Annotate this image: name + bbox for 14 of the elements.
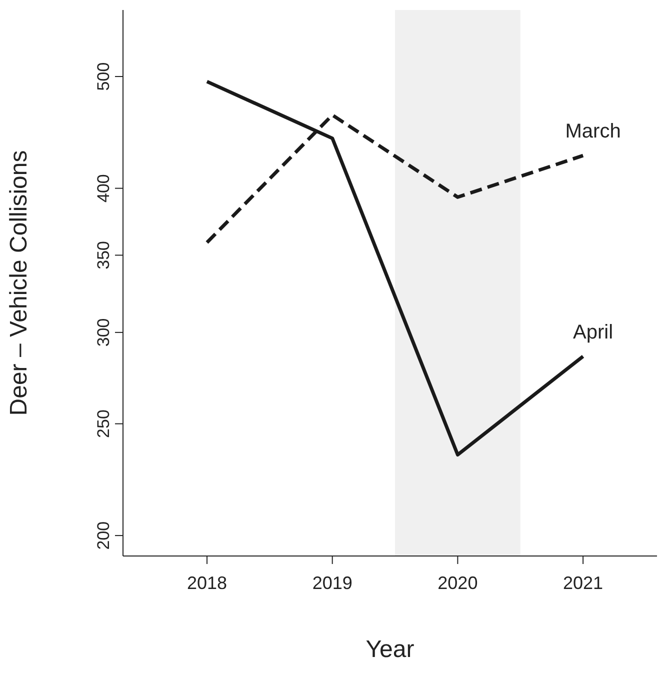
x-tick-label: 2020 (438, 572, 478, 593)
y-tick-label: 200 (94, 521, 113, 550)
x-tick-label: 2019 (312, 572, 352, 593)
series-label: March (565, 120, 621, 143)
y-tick-label: 400 (94, 174, 113, 202)
x-axis-title: Year (366, 636, 414, 663)
y-axis-title: Deer – Vehicle Collisions (6, 150, 33, 416)
series-label: April (573, 321, 614, 344)
y-tick-label: 350 (94, 241, 113, 270)
y-tick-label: 500 (94, 62, 113, 91)
x-tick-label: 2021 (563, 572, 604, 593)
x-tick-label: 2018 (186, 572, 228, 593)
y-tick-label: 300 (94, 318, 113, 347)
y-tick-label: 250 (94, 410, 113, 438)
